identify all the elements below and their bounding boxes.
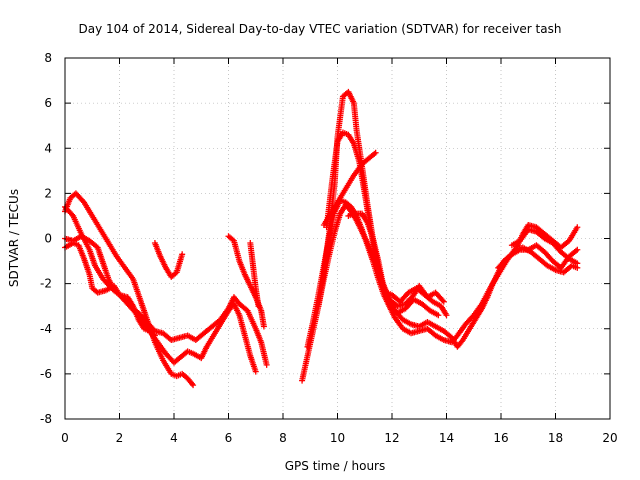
x-tick-label: 8 — [279, 431, 287, 445]
x-tick-label: 14 — [439, 431, 454, 445]
y-tick-label: 4 — [44, 141, 52, 155]
series-track-4 — [62, 240, 158, 339]
data-point — [69, 211, 76, 218]
data-point — [263, 361, 270, 368]
data-point — [435, 312, 442, 319]
data-point — [372, 149, 379, 156]
data-point — [190, 382, 197, 389]
series-track-3 — [62, 233, 270, 368]
grid-lines — [65, 58, 610, 419]
series-track-1 — [62, 190, 197, 389]
chart-title: Day 104 of 2014, Sidereal Day-to-day VTE… — [79, 22, 562, 36]
y-tick-label: -6 — [40, 367, 52, 381]
x-tick-label: 12 — [384, 431, 399, 445]
x-tick-label: 10 — [330, 431, 345, 445]
data-point — [574, 260, 581, 267]
data-point — [255, 303, 262, 310]
series-track-15 — [508, 226, 581, 267]
y-tick-label: -8 — [40, 412, 52, 426]
y-tick-label: 0 — [44, 232, 52, 246]
series-track-5 — [151, 240, 186, 280]
x-tick-label: 2 — [116, 431, 124, 445]
y-tick-label: 8 — [44, 51, 52, 65]
x-tick-labels: 0 2 4 6 8 10 12 14 16 18 20 — [61, 431, 617, 445]
x-axis-label: GPS time / hours — [285, 459, 386, 473]
data-point — [574, 224, 581, 231]
y-tick-labels: -8 -6 -4 -2 0 2 4 6 8 — [40, 51, 52, 426]
y-tick-label: 2 — [44, 186, 52, 200]
data-series — [62, 88, 581, 389]
y-tick-label: -4 — [40, 322, 52, 336]
data-point — [151, 332, 158, 339]
data-point — [179, 251, 186, 258]
series-track-9 — [304, 197, 581, 350]
data-point — [260, 323, 267, 330]
x-tick-label: 6 — [225, 431, 233, 445]
data-point — [443, 312, 450, 319]
data-point — [439, 297, 446, 304]
series-track-6 — [225, 233, 267, 330]
series-track-7 — [247, 240, 262, 310]
x-tick-label: 20 — [602, 431, 617, 445]
data-point — [252, 368, 259, 375]
y-tick-label: 6 — [44, 96, 52, 110]
series-track-13 — [345, 210, 442, 319]
plot-frame — [64, 57, 611, 420]
x-tick-label: 0 — [61, 431, 69, 445]
y-axis-label: SDTVAR / TECUs — [7, 189, 21, 287]
y-tick-label: -2 — [40, 277, 52, 291]
x-tick-label: 18 — [548, 431, 563, 445]
data-point — [574, 246, 581, 253]
x-tick-label: 16 — [493, 431, 508, 445]
x-tick-label: 4 — [170, 431, 178, 445]
series-track-12 — [320, 149, 379, 228]
data-point — [440, 298, 447, 305]
